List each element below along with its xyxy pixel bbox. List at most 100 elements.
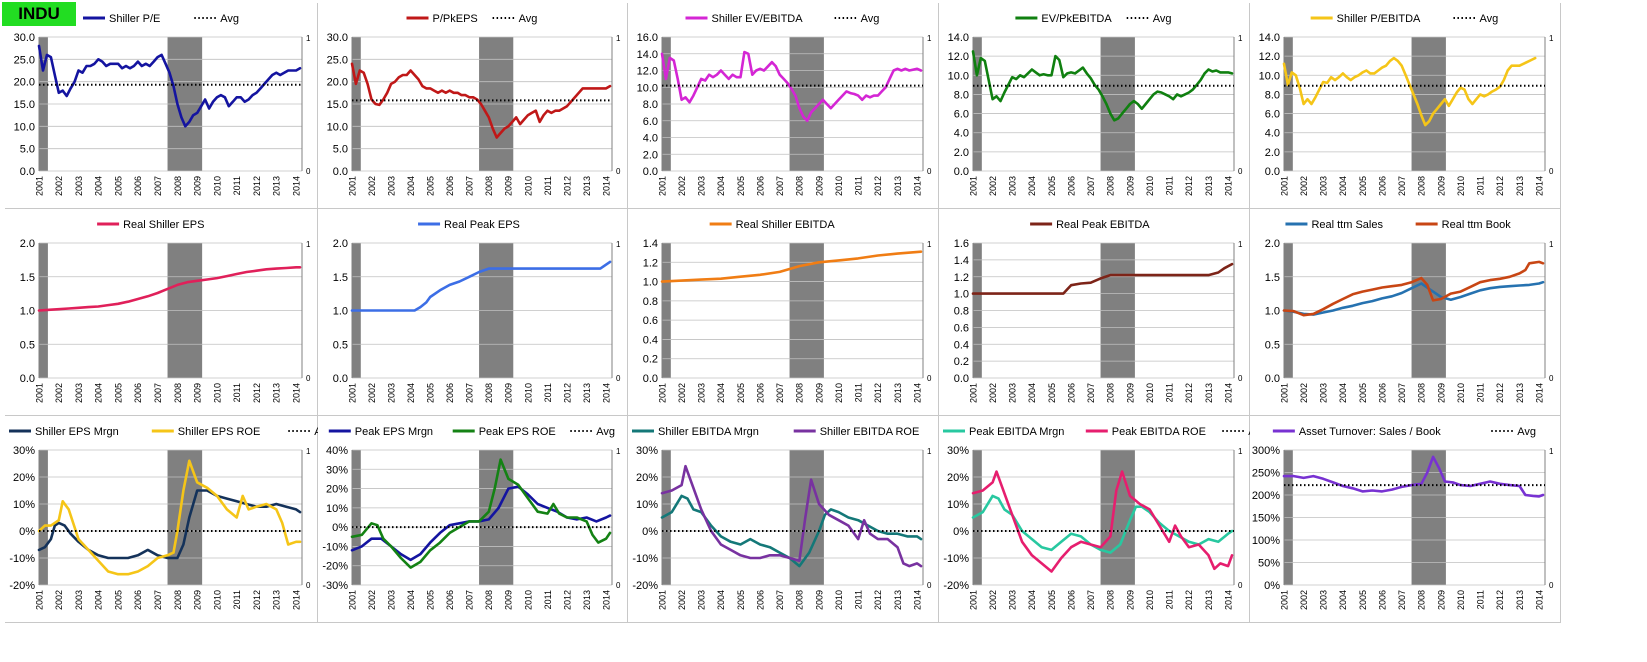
x-tick-label: 2012 <box>873 176 883 196</box>
x-tick-label: 2009 <box>193 176 203 196</box>
y-tick-label: 0% <box>332 522 348 534</box>
y-tick-label: 100% <box>1252 535 1280 547</box>
x-tick-label: 2004 <box>1338 383 1348 403</box>
y2-tick-label: 0 <box>927 581 932 590</box>
chart-svg: 0.0 2.0 4.0 6.0 8.0 10.0 12.0 14.0 1 0 2001 2002 200… <box>1259 13 1554 196</box>
x-tick-label: 2008 <box>1417 590 1427 610</box>
x-tick-label: 2005 <box>1358 383 1368 403</box>
y-tick-label: 1.5 <box>1265 272 1280 284</box>
x-tick-label: 2001 <box>1279 176 1289 196</box>
x-tick-label: 2004 <box>94 383 104 403</box>
y-tick-label: -20% <box>943 580 969 592</box>
y-tick-label: 1.0 <box>20 306 35 318</box>
x-tick-label: 2002 <box>677 590 687 610</box>
x-tick-label: 2008 <box>173 590 183 610</box>
y2-tick-label: 0 <box>1549 374 1554 383</box>
x-tick-label: 2009 <box>504 590 514 610</box>
x-tick-label: 2012 <box>252 176 262 196</box>
chart-panel: -20% -10% 0% 10% 20% 30% 1 0 2001 2002 2003 2004 200… <box>939 416 1250 623</box>
x-tick-label: 2006 <box>445 383 455 403</box>
x-tick-label: 2008 <box>1417 383 1427 403</box>
x-tick-label: 2014 <box>912 176 922 196</box>
x-tick-label: 2001 <box>347 590 357 610</box>
y-tick-label: 1.6 <box>954 238 969 250</box>
x-tick-label: 2007 <box>465 176 475 196</box>
x-tick-label: 2013 <box>893 590 903 610</box>
x-tick-label: 2014 <box>1223 176 1233 196</box>
y-tick-label: 10% <box>13 499 35 511</box>
x-tick-label: 2005 <box>736 590 746 610</box>
recession-band <box>1284 37 1293 171</box>
x-tick-label: 2002 <box>988 383 998 403</box>
y2-tick-label: 0 <box>1549 167 1554 176</box>
x-tick-label: 2014 <box>1534 383 1544 403</box>
y-tick-label: 10.0 <box>327 121 348 133</box>
x-tick-label: 2008 <box>795 176 805 196</box>
y-tick-label: 0.0 <box>643 373 658 385</box>
x-tick-label: 2002 <box>988 176 998 196</box>
x-tick-label: 2011 <box>1165 383 1175 402</box>
x-tick-label: 2004 <box>1027 590 1037 610</box>
x-tick-label: 2009 <box>1125 176 1135 196</box>
y2-tick-label: 0 <box>306 167 311 176</box>
x-tick-label: 2010 <box>523 176 533 196</box>
x-tick-label: 2003 <box>74 590 84 610</box>
series-line <box>1282 260 1545 317</box>
x-tick-label: 2011 <box>854 383 864 402</box>
x-tick-label: 2002 <box>1299 590 1309 610</box>
y2-tick-label: 1 <box>616 240 621 249</box>
y-tick-label: 10.0 <box>637 82 658 94</box>
y-tick-label: 1.0 <box>1265 306 1280 318</box>
x-tick-label: 2010 <box>212 176 222 196</box>
x-tick-label: 2001 <box>34 176 44 196</box>
y-tick-label: 14.0 <box>1259 32 1280 44</box>
y-tick-label: 25.0 <box>14 54 35 66</box>
y2-tick-label: 1 <box>1238 34 1243 43</box>
x-tick-label: 2014 <box>1534 590 1544 610</box>
x-tick-label: 2008 <box>1106 590 1116 610</box>
x-tick-label: 2007 <box>775 383 785 403</box>
y-tick-label: 0.0 <box>1265 373 1280 385</box>
y-tick-label: -30% <box>322 580 348 592</box>
x-tick-label: 2001 <box>1279 590 1289 610</box>
series-line <box>350 260 612 312</box>
legend-label: Shiller EV/EBITDA <box>712 13 804 25</box>
x-tick-label: 2014 <box>601 383 611 403</box>
x-tick-label: 2004 <box>94 176 104 196</box>
x-tick-label: 2003 <box>1008 590 1018 610</box>
y-tick-label: 30.0 <box>14 32 35 44</box>
legend-label: P/PkEPS <box>433 13 478 25</box>
x-tick-label: 2003 <box>1319 383 1329 403</box>
y-tick-label: 1.2 <box>954 272 969 284</box>
y-tick-label: 0.2 <box>954 356 969 368</box>
y-tick-label: 10.0 <box>14 121 35 133</box>
chart-svg: 0.0 0.2 0.4 0.6 0.8 1.0 1.2 1.4 1 0 2001 2002 2003 20… <box>643 219 932 403</box>
x-tick-label: 2006 <box>133 383 143 403</box>
legend-label: Avg <box>1479 13 1498 25</box>
y-tick-label: 1.4 <box>643 238 658 250</box>
y2-tick-label: 0 <box>927 167 932 176</box>
x-tick-label: 2001 <box>34 590 44 610</box>
legend-label: Shiller EBITDA Mrgn <box>658 426 759 438</box>
x-tick-label: 2013 <box>1515 383 1525 403</box>
y2-tick-label: 0 <box>1549 581 1554 590</box>
x-tick-label: 2013 <box>1204 176 1214 196</box>
x-tick-label: 2001 <box>968 176 978 196</box>
y-tick-label: 4.0 <box>1265 128 1280 140</box>
x-tick-label: 2013 <box>1515 176 1525 196</box>
y2-tick-label: 0 <box>927 374 932 383</box>
x-tick-label: 2012 <box>873 383 883 403</box>
x-tick-label: 2008 <box>1106 176 1116 196</box>
x-tick-label: 2010 <box>834 590 844 610</box>
x-tick-label: 2007 <box>153 176 163 196</box>
legend-label: Peak EBITDA Mrgn <box>969 426 1064 438</box>
legend-label: Peak EBITDA ROE <box>1112 426 1206 438</box>
x-tick-label: 2011 <box>1476 383 1486 402</box>
x-tick-label: 2008 <box>484 383 494 403</box>
chart-panel: 0.0 5.0 10.0 15.0 20.0 25.0 30.0 1 0 2001 2002 2003… <box>318 3 628 209</box>
y-tick-label: 0.8 <box>954 306 969 318</box>
x-tick-label: 2006 <box>133 176 143 196</box>
x-tick-label: 2007 <box>153 590 163 610</box>
legend-label: Shiller EBITDA ROE <box>820 426 920 438</box>
x-tick-label: 2004 <box>94 590 104 610</box>
